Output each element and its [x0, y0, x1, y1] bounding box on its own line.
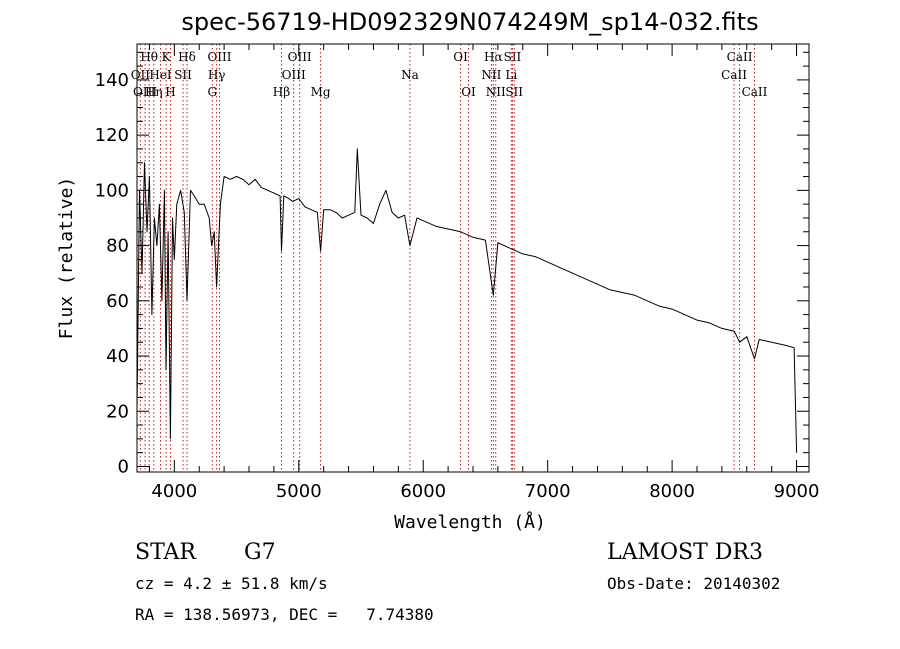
survey-name: LAMOST DR3: [607, 540, 763, 565]
line-label: OIII: [282, 68, 306, 82]
spectrum-line: [136, 148, 798, 453]
line-label: SII: [174, 68, 192, 82]
line-label: Hη: [145, 85, 163, 99]
line-label: Mg: [311, 85, 331, 99]
y-axis-label: Flux (relative): [56, 177, 77, 340]
redshift-value: cz = 4.2 ± 51.8 km/s: [135, 574, 328, 593]
line-label: CaII: [742, 85, 768, 99]
object-class: STAR: [135, 540, 196, 565]
line-label: Li: [505, 68, 517, 82]
line-label: OIII: [207, 50, 231, 64]
y-tick-label: 80: [106, 236, 129, 257]
line-label: OII: [131, 68, 151, 82]
line-label: K: [162, 50, 172, 64]
plot-frame: [136, 43, 810, 473]
y-tick-label: 40: [106, 346, 129, 367]
x-axis-label: Wavelength (Å): [394, 511, 546, 533]
line-label: G: [207, 85, 217, 99]
line-label: OI: [461, 85, 476, 99]
x-tick-label: 4000: [151, 481, 197, 502]
line-label: OIII: [133, 85, 157, 99]
observation-date: Obs-Date: 20140302: [607, 574, 781, 593]
spectrum-series: [136, 148, 798, 453]
line-label: Hβ: [273, 85, 290, 99]
line-label: SII: [504, 50, 522, 64]
line-label: HeI: [149, 68, 172, 82]
y-tick-label: 120: [95, 125, 129, 146]
line-label: OI: [453, 50, 468, 64]
line-label: Na: [401, 68, 419, 82]
line-label: OIII: [288, 50, 312, 64]
line-label: Hδ: [178, 50, 196, 64]
line-label: NII: [481, 68, 501, 82]
sky-coordinates: RA = 138.56973, DEC = 7.74380: [135, 605, 434, 624]
y-tick-label: 0: [118, 456, 129, 477]
line-label: Hα: [484, 50, 503, 64]
y-tick-label: 100: [95, 180, 129, 201]
line-label: CaII: [721, 68, 747, 82]
chart-title: spec-56719-HD092329N074249M_sp14-032.fit…: [181, 8, 758, 36]
y-tick-label: 140: [95, 70, 129, 91]
x-tick-label: 8000: [649, 481, 695, 502]
x-tick-label: 9000: [774, 481, 820, 502]
axis-ticks: 4000 5000 6000 7000 8000 9000 0 20 40 60 80 100 120 1…: [95, 44, 820, 502]
object-subclass: G7: [244, 540, 276, 565]
line-label: H: [165, 85, 175, 99]
y-tick-label: 60: [106, 291, 129, 312]
y-tick-label: 20: [106, 401, 129, 422]
line-label: CaII: [727, 50, 753, 64]
line-label: NII: [486, 85, 506, 99]
x-tick-label: 7000: [525, 481, 571, 502]
line-label: Hγ: [208, 68, 226, 82]
x-tick-label: 6000: [400, 481, 446, 502]
x-tick-label: 5000: [276, 481, 322, 502]
line-label: SII: [505, 85, 523, 99]
